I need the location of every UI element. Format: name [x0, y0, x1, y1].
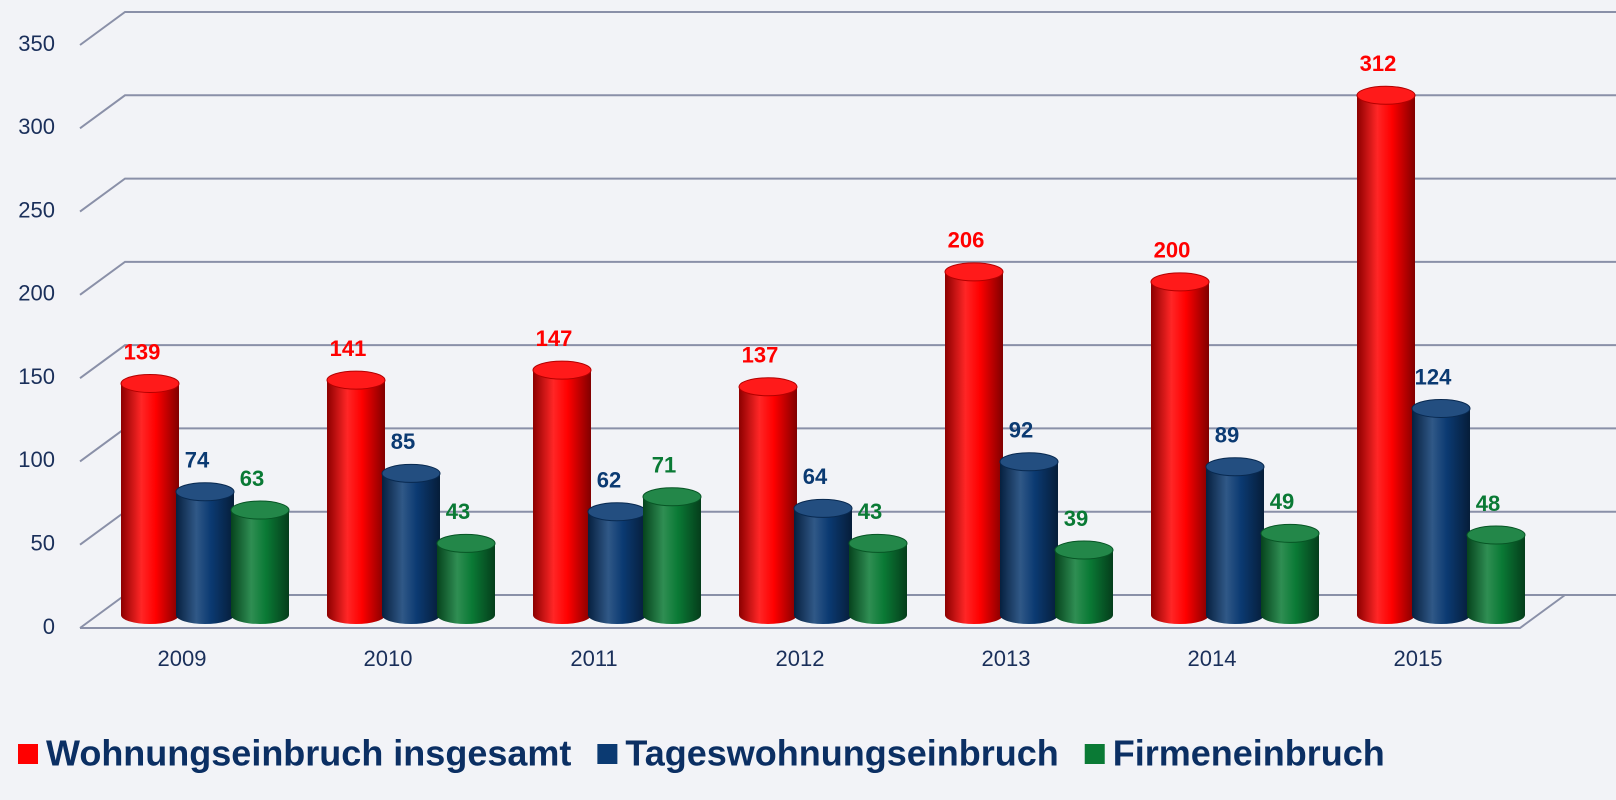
x-tick-label: 2011	[570, 646, 617, 671]
y-tick-label: 350	[18, 31, 55, 56]
x-tick-label: 2014	[1188, 646, 1237, 671]
legend-swatch	[1084, 744, 1105, 764]
value-label: 200	[1154, 238, 1191, 263]
x-tick-label: 2010	[364, 646, 413, 671]
value-label: 92	[1009, 418, 1033, 443]
bar-top	[120, 373, 180, 393]
bar-top	[1466, 525, 1526, 545]
bar-top	[1054, 540, 1114, 560]
grid-line	[79, 260, 1616, 296]
x-tick-label: 2013	[982, 646, 1031, 671]
bar	[437, 534, 495, 624]
bar	[849, 534, 907, 624]
bar-top	[642, 487, 702, 507]
bar-top	[230, 500, 290, 520]
value-label: 71	[652, 453, 676, 478]
value-label: 124	[1415, 364, 1452, 389]
bar-top	[532, 360, 592, 380]
value-label: 137	[742, 343, 779, 368]
bar	[1206, 457, 1264, 624]
value-label: 139	[124, 339, 161, 364]
value-label: 312	[1360, 51, 1397, 76]
bar-top	[999, 452, 1059, 472]
legend-label: Wohnungseinbruch insgesamt	[46, 733, 571, 774]
grid-line	[79, 94, 1616, 130]
value-label: 147	[536, 326, 573, 351]
bar-top	[587, 502, 647, 522]
bar	[533, 361, 591, 624]
legend-swatch	[18, 744, 38, 764]
x-tick-label: 2009	[158, 646, 207, 671]
bar	[121, 374, 179, 624]
value-label: 39	[1064, 506, 1088, 531]
bar-top	[1356, 85, 1416, 105]
bar-top	[1411, 398, 1471, 418]
value-label: 74	[185, 448, 210, 473]
y-tick-label: 250	[18, 197, 55, 222]
bar-top	[326, 370, 386, 390]
bar-top	[848, 533, 908, 553]
y-tick-label: 100	[18, 447, 55, 472]
bar-top	[1205, 457, 1265, 477]
value-label: 62	[597, 468, 621, 493]
y-tick-label: 150	[18, 364, 55, 389]
bar-top	[1260, 523, 1320, 543]
value-label: 43	[446, 499, 470, 524]
grid-line	[79, 11, 1616, 46]
bar-top	[381, 463, 441, 483]
y-tick-label: 200	[18, 281, 55, 306]
bar	[382, 464, 440, 624]
bar	[1151, 272, 1209, 624]
bar	[794, 499, 852, 624]
bar	[1261, 524, 1319, 624]
bar	[643, 487, 701, 624]
grid-line	[79, 344, 1616, 379]
value-label: 48	[1476, 491, 1500, 516]
legend-label: Firmeneinbruch	[1113, 733, 1385, 774]
value-label: 63	[240, 466, 264, 491]
bar	[1055, 541, 1113, 624]
bar-top	[793, 498, 853, 518]
bar-top	[436, 533, 496, 553]
bar	[739, 377, 797, 624]
value-label: 206	[948, 228, 985, 253]
bar-top	[175, 482, 235, 502]
value-label: 43	[858, 499, 882, 524]
value-label: 89	[1215, 423, 1239, 448]
y-tick-label: 300	[18, 114, 55, 139]
bar	[327, 371, 385, 624]
value-label: 49	[1270, 489, 1294, 514]
bar-top	[944, 262, 1004, 282]
x-tick-label: 2015	[1394, 646, 1443, 671]
bar	[1000, 452, 1058, 624]
value-label: 64	[803, 464, 828, 489]
bar	[176, 482, 235, 624]
floor-line	[80, 594, 1566, 629]
bar	[1467, 526, 1525, 624]
x-tick-label: 2012	[776, 646, 825, 671]
bar	[1357, 86, 1415, 625]
legend-label: Tageswohnungseinbruch	[625, 733, 1058, 774]
bar	[1412, 399, 1470, 624]
grid-line	[79, 177, 1616, 213]
value-label: 141	[330, 336, 367, 361]
bar-top	[1150, 272, 1210, 292]
y-tick-label: 50	[31, 531, 55, 556]
bar	[588, 502, 646, 624]
bar-top	[738, 377, 798, 397]
y-tick-label: 0	[43, 614, 55, 639]
bar	[945, 262, 1004, 624]
bar	[231, 501, 289, 624]
value-label: 85	[391, 429, 415, 454]
legend-swatch	[597, 744, 618, 764]
